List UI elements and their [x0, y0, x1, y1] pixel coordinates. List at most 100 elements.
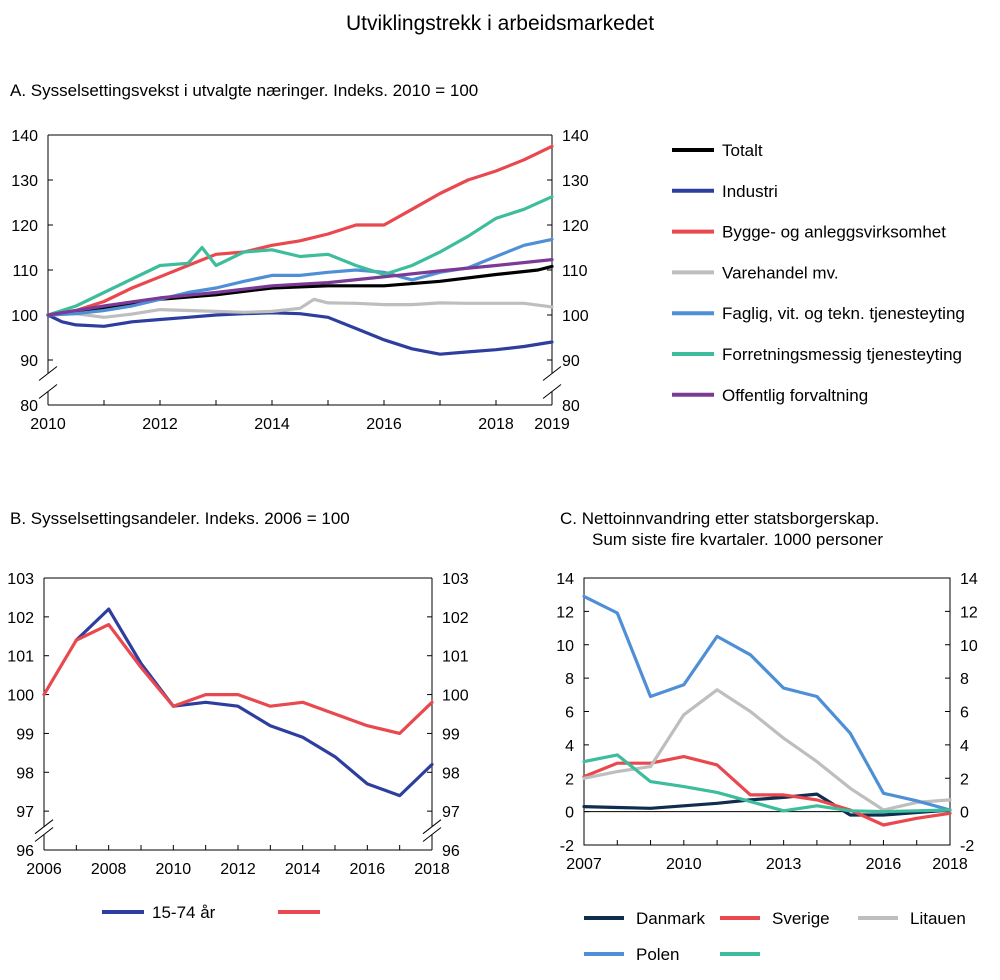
- y-tick-label-right: 96: [442, 843, 460, 860]
- y-tick-label-right: 8: [960, 671, 969, 688]
- y-tick-label-right: 4: [960, 738, 969, 755]
- y-tick-label-right: 102: [442, 610, 469, 627]
- y-tick-label-left: 140: [11, 128, 38, 145]
- legend-label-totalt: Totalt: [722, 141, 763, 160]
- x-tick-label: 2018: [932, 856, 968, 873]
- legend-label-15-74-r: 15-74 år: [152, 903, 216, 922]
- x-tick-label: 2016: [366, 416, 402, 433]
- y-tick-label-left: 0: [565, 805, 574, 822]
- y-tick-label-right: 14: [960, 571, 978, 588]
- legend-label-polen: Polen: [636, 945, 679, 964]
- series-line-sverige: [582, 755, 952, 827]
- y-tick-label-right: 98: [442, 765, 460, 782]
- y-tick-label-left: 90: [20, 353, 38, 370]
- series-line-offentlig-forvaltning: [46, 258, 554, 317]
- y-tick-label-left: 96: [16, 843, 34, 860]
- y-tick-label-right: 6: [960, 705, 969, 722]
- chart-a: A. Sysselsettingsvekst i utvalgte næring…: [10, 81, 589, 433]
- y-tick-label-left: 103: [7, 571, 34, 588]
- axis-break-mark: [34, 819, 54, 835]
- y-tick-label-left: 4: [565, 738, 574, 755]
- y-tick-label-right: 97: [442, 804, 460, 821]
- y-tick-label-left: 102: [7, 610, 34, 627]
- x-tick-label: 2013: [766, 856, 802, 873]
- x-tick-label: 2010: [30, 416, 66, 433]
- axis-break-mark: [422, 827, 442, 842]
- y-tick-label-right: 0: [960, 805, 969, 822]
- y-tick-label-left: 98: [16, 765, 34, 782]
- legend-label-sverige: Sverige: [772, 909, 830, 928]
- legend-label-faglig-vit-og-tekn-tjenesteyting: Faglig, vit. og tekn. tjenesteyting: [722, 304, 965, 323]
- legend-label-industri: Industri: [722, 182, 778, 201]
- y-tick-label-right: 12: [960, 604, 978, 621]
- y-tick-label-left: 100: [11, 308, 38, 325]
- y-tick-label-left: 10: [556, 638, 574, 655]
- y-tick-label-left: 110: [12, 263, 38, 280]
- x-tick-label: 2012: [142, 416, 178, 433]
- series-line-polen: [582, 594, 952, 812]
- legend-label-litauen: Litauen: [910, 909, 966, 928]
- x-tick-label: 2010: [156, 861, 192, 878]
- figure-title: Utviklingstrekk i arbeidsmarkedet: [346, 12, 654, 35]
- chart-c: C. Nettoinnvandring etter statsborgerska…: [556, 509, 978, 873]
- series-line-bygge-og-anleggsvirksomhet: [46, 144, 554, 317]
- y-tick-label-left: -2: [560, 838, 574, 855]
- y-tick-label-left: 130: [11, 173, 38, 190]
- x-tick-label: 2018: [478, 416, 514, 433]
- x-tick-label: 2016: [866, 856, 902, 873]
- legend-label-forretningsmessig-tjenesteyting: Forretningsmessig tjenesteyting: [722, 345, 962, 364]
- y-tick-label-right: 100: [562, 308, 589, 325]
- series-line-litauen: [582, 688, 952, 812]
- y-tick-label-left: 101: [7, 649, 34, 666]
- legend-b: 15-74 år: [102, 903, 320, 922]
- y-tick-label-left: 120: [11, 218, 38, 235]
- y-tick-label-right: 99: [442, 726, 460, 743]
- series-line-b2: [42, 623, 434, 735]
- chart-title-line2: Sum siste fire kvartaler. 1000 personer: [592, 530, 883, 549]
- chart-title-line1: C. Nettoinnvandring etter statsborgerska…: [560, 509, 879, 528]
- y-tick-label-left: 97: [16, 804, 34, 821]
- legend-label-bygge-og-anleggsvirksomhet: Bygge- og anleggsvirksomhet: [722, 223, 946, 242]
- y-tick-label-right: 140: [562, 128, 589, 145]
- axis-break-mark: [38, 384, 58, 399]
- y-tick-label-right: 103: [442, 571, 469, 588]
- axis-break-mark: [38, 366, 58, 381]
- x-tick-label: 2014: [285, 861, 321, 878]
- y-tick-label-right: -2: [960, 838, 974, 855]
- series-line-forretningsmessig-tjenesteyting: [46, 195, 554, 317]
- axis-break-mark: [542, 366, 562, 381]
- series-line-varehandel-mv: [46, 297, 554, 319]
- x-tick-label: 2016: [350, 861, 386, 878]
- y-tick-label-right: 10: [960, 638, 978, 655]
- axis-break-mark: [542, 384, 562, 399]
- x-tick-label: 2008: [91, 861, 127, 878]
- series-line-15-74-r: [74, 607, 434, 798]
- x-tick-label: 2014: [254, 416, 290, 433]
- y-tick-label-left: 14: [556, 571, 574, 588]
- x-tick-label: 2018: [414, 861, 450, 878]
- y-tick-label-right: 90: [562, 353, 580, 370]
- y-tick-label-right: 101: [442, 649, 469, 666]
- y-tick-label-left: 2: [565, 771, 574, 788]
- y-tick-label-right: 120: [562, 218, 589, 235]
- series-line-danmark: [582, 792, 952, 817]
- legend-a: Totalt Industri Bygge- og anleggsvirksomhe…: [672, 141, 965, 405]
- x-tick-label: 2007: [566, 856, 602, 873]
- y-tick-label-left: 80: [20, 398, 38, 415]
- legend-label-varehandel-mv: Varehandel mv.: [722, 263, 839, 282]
- legend-label-danmark: Danmark: [636, 909, 705, 928]
- y-tick-label-right: 2: [960, 771, 969, 788]
- y-tick-label-left: 12: [556, 604, 574, 621]
- y-tick-label-right: 100: [442, 688, 469, 705]
- legend-label-offentlig-forvaltning: Offentlig forvaltning: [722, 386, 868, 405]
- chart-b: B. Sysselsettingsandeler. Indeks. 2006 =…: [7, 509, 469, 878]
- x-tick-label: 2006: [26, 861, 62, 878]
- y-tick-label-left: 100: [7, 688, 34, 705]
- y-tick-label-left: 99: [16, 726, 34, 743]
- y-tick-label-right: 130: [562, 173, 589, 190]
- y-tick-label-left: 6: [565, 705, 574, 722]
- series-line-industri: [46, 311, 554, 356]
- chart-title: A. Sysselsettingsvekst i utvalgte næring…: [10, 81, 478, 100]
- axis-break-mark: [422, 819, 442, 835]
- y-tick-label-left: 8: [565, 671, 574, 688]
